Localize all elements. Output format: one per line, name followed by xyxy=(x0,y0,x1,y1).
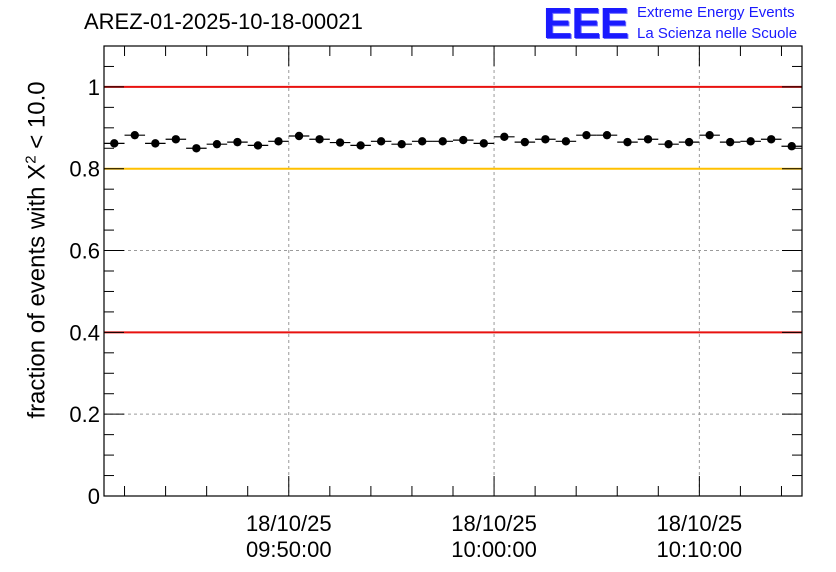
data-point xyxy=(479,139,488,148)
data-point xyxy=(500,132,509,142)
data-point xyxy=(356,141,365,150)
data-point xyxy=(561,137,571,146)
reference-lines xyxy=(104,85,802,334)
x-tick-label-date: 18/10/25 xyxy=(451,511,537,536)
y-tick-label: 0.2 xyxy=(69,402,100,427)
data-point xyxy=(643,135,653,144)
y-tick-label: 0.4 xyxy=(69,320,100,345)
x-tick-label-time: 09:50:00 xyxy=(246,537,332,562)
data-point xyxy=(438,137,447,146)
data-point xyxy=(110,139,119,148)
data-point xyxy=(664,139,673,149)
data-point xyxy=(582,130,591,140)
data-point xyxy=(705,130,714,140)
data-point xyxy=(171,135,181,144)
x-tick-label-time: 10:00:00 xyxy=(451,537,537,562)
y-axis-label-suffix: < 10.0 xyxy=(23,81,51,156)
chart-title: AREZ-01-2025-10-18-00021 xyxy=(84,9,363,34)
plot-frame xyxy=(103,45,803,497)
y-tick-label: 0.6 xyxy=(69,239,100,264)
data-point xyxy=(212,139,222,149)
eee-logo-mark: EEE xyxy=(543,0,629,48)
data-point xyxy=(541,135,550,144)
axis-ticks xyxy=(104,45,802,497)
data-point xyxy=(130,130,139,140)
data-point xyxy=(294,131,304,141)
data-point xyxy=(623,137,632,147)
data-point xyxy=(418,137,427,146)
y-tick-label: 0.8 xyxy=(69,157,100,182)
data-point xyxy=(274,137,283,146)
data-point xyxy=(767,135,776,144)
logo-line-2: La Scienza nelle Scuole xyxy=(637,25,798,42)
x-tick-label-date: 18/10/25 xyxy=(657,511,743,536)
y-axis-label-exponent: 2 xyxy=(22,155,40,164)
data-point xyxy=(315,135,324,144)
tick-labels: 00.20.40.60.8118/10/2509:50:0018/10/2510… xyxy=(69,75,742,562)
data-point xyxy=(397,139,406,149)
y-axis-label-prefix: fraction of events with xyxy=(23,179,51,419)
data-point xyxy=(787,142,796,151)
data-points xyxy=(104,130,802,153)
y-tick-label: 1 xyxy=(88,75,100,100)
data-point xyxy=(602,130,612,140)
data-point xyxy=(335,138,345,147)
y-axis-label-symbol: X xyxy=(23,163,51,180)
data-point xyxy=(253,141,263,150)
data-point xyxy=(725,137,735,147)
data-point xyxy=(151,139,160,148)
data-point xyxy=(459,135,468,145)
data-point xyxy=(684,137,694,147)
eee-logo: EEE Extreme Energy Events La Scienza nel… xyxy=(543,0,835,48)
data-point xyxy=(746,137,755,146)
x-tick-label-time: 10:10:00 xyxy=(657,537,743,562)
data-point xyxy=(520,137,530,147)
data-point xyxy=(192,144,201,153)
y-tick-label: 0 xyxy=(88,484,100,509)
data-point xyxy=(233,137,242,147)
y-axis-label: fraction of events with X2 < 10.0 xyxy=(23,81,52,418)
grid-lines xyxy=(104,46,802,496)
data-point xyxy=(376,137,386,146)
logo-line-1: Extreme Energy Events xyxy=(637,4,795,21)
x-tick-label-date: 18/10/25 xyxy=(246,511,332,536)
